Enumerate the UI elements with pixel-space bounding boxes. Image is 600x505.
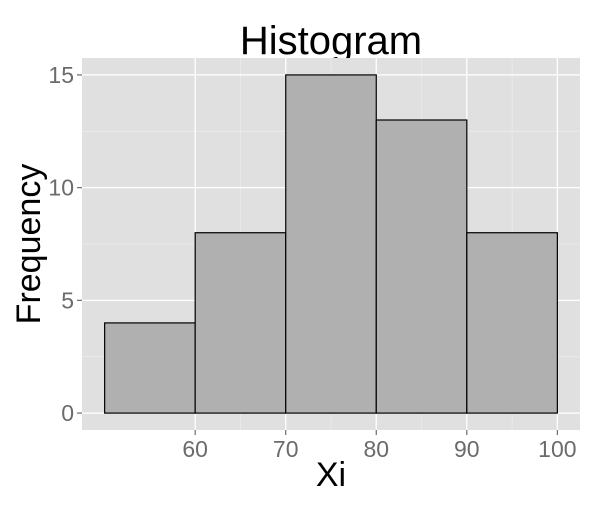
histogram-bar-3 [285, 74, 377, 414]
x-axis: 60 70 80 90 100 [182, 430, 577, 462]
x-tick-label: 70 [273, 436, 299, 462]
histogram-bar-2 [194, 232, 287, 414]
x-tick-label: 90 [454, 436, 480, 462]
histogram-bars [104, 74, 558, 414]
x-axis-title: Xi [316, 456, 346, 494]
y-axis-title: Frequency [10, 164, 48, 325]
histogram-bar-1 [104, 322, 196, 414]
x-tick-label: 60 [182, 436, 208, 462]
x-tick-label: 100 [538, 436, 576, 462]
y-axis: 0 5 10 15 [48, 62, 82, 426]
histogram-bar-4 [375, 119, 468, 414]
x-tick-label: 80 [363, 436, 389, 462]
y-tick-label: 15 [48, 62, 74, 88]
y-tick-label: 0 [61, 400, 74, 426]
chart-title: Histogram [240, 19, 422, 63]
y-tick-label: 5 [61, 287, 74, 313]
y-tick-label: 10 [48, 175, 74, 201]
histogram-bar-5 [466, 232, 558, 414]
